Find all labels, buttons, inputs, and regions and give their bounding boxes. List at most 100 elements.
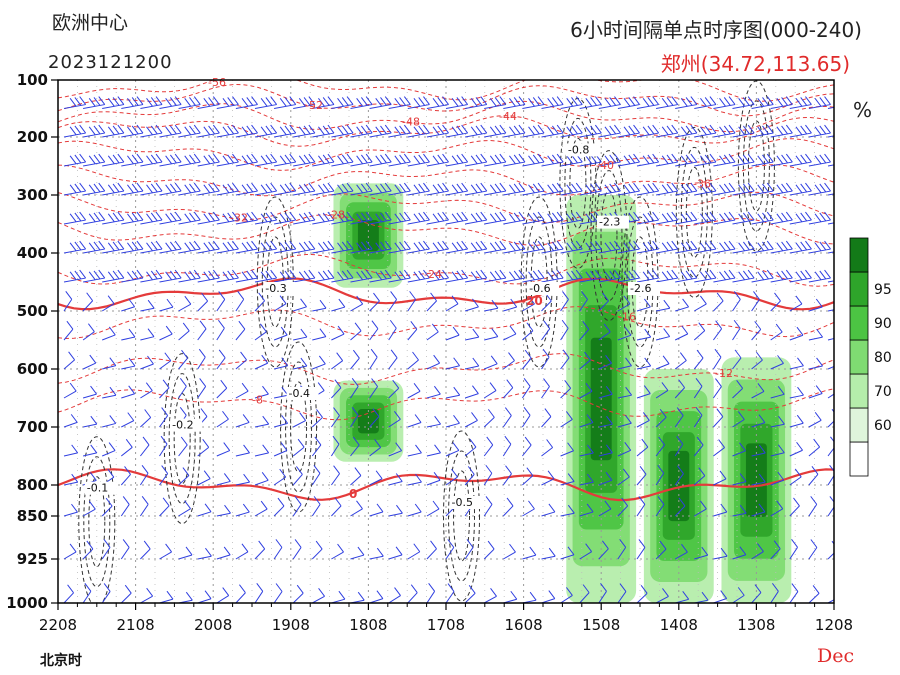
wind-barb-flag	[824, 96, 831, 105]
wind-barb-flag	[758, 414, 766, 423]
wind-barb	[331, 306, 345, 312]
wind-barb	[216, 248, 239, 254]
wind-barb	[83, 161, 105, 167]
wind-barb-flag	[461, 269, 469, 279]
wind-barb-flag	[844, 125, 850, 133]
wind-barb-flag	[372, 408, 380, 417]
wind-barb-flag	[480, 153, 488, 163]
temperature-isoline	[58, 277, 834, 311]
wind-barb-flag	[243, 473, 251, 483]
wind-barb-flag	[489, 126, 497, 136]
wind-barb	[63, 161, 86, 167]
wind-barb-flag	[604, 155, 612, 165]
wind-barb-flag	[246, 270, 254, 280]
x-tick-label: 1808	[349, 616, 387, 634]
wind-barb	[121, 393, 135, 399]
wind-barb-flag	[296, 584, 304, 594]
wind-barb-flag	[365, 269, 373, 279]
wind-barb-flag	[337, 184, 344, 194]
wind-barb	[63, 592, 74, 603]
wind-barb-flag	[602, 292, 609, 302]
wind-barb	[120, 474, 131, 486]
wind-barb-flag	[84, 583, 92, 592]
wind-barb-flag	[423, 182, 430, 192]
wind-barb-flag	[351, 378, 359, 387]
wind-barb-flag	[251, 96, 258, 105]
wind-barb-flag	[341, 125, 349, 135]
wind-barb-flag	[472, 385, 479, 394]
wind-barb	[789, 248, 812, 254]
wind-barb	[445, 365, 460, 370]
wind-barb-flag	[298, 184, 306, 194]
wind-barb-flag	[151, 69, 157, 77]
wind-barb-flag	[182, 467, 190, 476]
wind-barb	[140, 307, 155, 312]
wind-barb-flag	[238, 320, 246, 330]
wind-barb-flag	[74, 241, 82, 251]
wind-barb-flag	[242, 414, 250, 423]
wind-barb	[560, 450, 574, 457]
wind-barb-flag	[371, 378, 378, 387]
wind-barb	[293, 161, 315, 167]
wind-barb-flag	[103, 539, 111, 548]
wind-barb-flag	[184, 213, 192, 223]
wind-barb-flag	[685, 154, 693, 164]
wind-barb-flag	[71, 503, 78, 513]
wind-barb-flag	[604, 271, 612, 281]
wind-barb	[808, 161, 831, 167]
wind-barb-flag	[260, 126, 268, 136]
wind-barb	[330, 473, 340, 486]
wind-barb	[464, 474, 475, 486]
wind-barb	[617, 505, 629, 517]
wind-barb-flag	[365, 182, 373, 192]
wind-barb-flag	[566, 213, 574, 223]
wind-barb-flag	[776, 97, 784, 107]
wind-barb-flag	[71, 444, 79, 454]
wind-barb-flag	[447, 583, 455, 592]
colorbar-label: 70	[874, 384, 892, 400]
wind-barb-flag	[614, 269, 621, 279]
wind-barb-flag	[227, 183, 235, 193]
wind-barb-flag	[642, 155, 650, 165]
wind-barb-flag	[585, 383, 593, 392]
wind-barb-flag	[509, 213, 516, 223]
wind-barb-flag	[844, 241, 850, 249]
wind-barb-flag	[260, 97, 268, 107]
wind-barb-flag	[336, 352, 344, 361]
wind-barb-flag	[360, 125, 368, 135]
wind-barb-flag	[671, 211, 679, 221]
wind-barb-flag	[594, 96, 602, 105]
wind-barb-flag	[537, 211, 545, 221]
vertical-velocity-label: -0.5	[452, 496, 473, 509]
wind-barb-flag	[747, 240, 755, 250]
wind-barb-flag	[322, 125, 330, 135]
wind-barb	[484, 363, 498, 370]
wind-barb-flag	[537, 96, 545, 105]
wind-barb-flag	[758, 473, 766, 483]
wind-barb-flag	[481, 68, 487, 76]
wind-barb-flag	[428, 583, 436, 592]
wind-barb-flag	[451, 126, 459, 136]
wind-barb-flag	[766, 182, 774, 192]
wind-barb-flag	[575, 96, 583, 105]
wind-barb-flag	[184, 126, 192, 136]
wind-barb	[293, 306, 307, 312]
wind-barb-flag	[389, 319, 397, 329]
wind-barb	[63, 277, 86, 283]
wind-barb	[407, 511, 422, 517]
wind-barb-flag	[150, 212, 158, 222]
wind-barb	[712, 386, 722, 399]
wind-barb-flag	[98, 96, 106, 105]
wind-barb	[235, 390, 249, 399]
wind-barb	[827, 135, 834, 138]
wind-barb-flag	[346, 269, 354, 279]
wind-barb	[541, 555, 556, 560]
wind-barb-flag	[342, 69, 348, 77]
wind-barb-flag	[499, 269, 507, 279]
wind-barb	[579, 452, 594, 457]
wind-barb	[560, 104, 583, 109]
wind-barb	[694, 190, 717, 196]
wind-barb-flag	[360, 183, 368, 193]
wind-barb-flag	[303, 241, 311, 251]
wind-barb	[235, 551, 249, 560]
